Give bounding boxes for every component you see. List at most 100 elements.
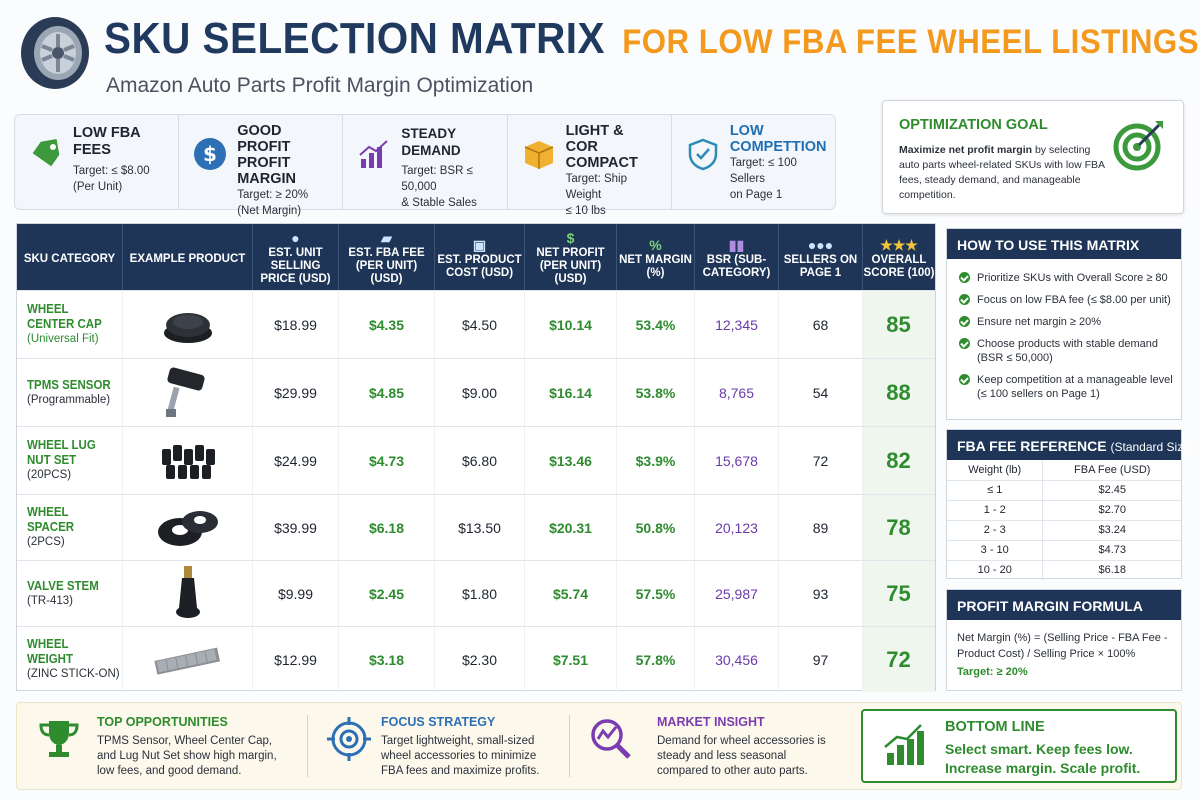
coins-icon: ● <box>291 230 300 246</box>
fee-row: 1 - 2 $2.70 <box>947 499 1181 520</box>
fee-ref-table: Weight (lb) FBA Fee (USD) ≤ 1 $2.45 1 - 2 $… <box>947 460 1181 580</box>
cell-bsr: 30,456 <box>695 627 779 692</box>
dollar-icon: $ <box>566 230 575 246</box>
fee-row: 2 - 3 $3.24 <box>947 519 1181 540</box>
how-to-item: Choose products with stable demand (BSR … <box>955 337 1173 365</box>
kpi-target: Target: ≤ 100 Sellers <box>729 157 797 185</box>
cell-selling-price: $12.99 <box>253 627 339 692</box>
table-row: WHEEL CENTER CAP (Universal Fit) $18.99 $4.… <box>17 290 935 358</box>
table-row: VALVE STEM (TR-413) $9.99 $2.45 $1.80 $5.74 57… <box>17 560 935 626</box>
product-image <box>123 427 253 494</box>
how-to-item: Keep competition at a manageable level (… <box>955 373 1173 401</box>
header-example-product: EXAMPLE PRODUCT <box>123 224 253 290</box>
section-body: TPMS Sensor, Wheel Center Cap, and Lug N… <box>97 735 277 777</box>
cell-overall-score: 82 <box>863 427 935 494</box>
cell-net-profit: $16.14 <box>525 359 617 426</box>
kpi-good-profit: $ GOOD PROFIT PROFIT MARGIN Target: ≥ 20… <box>179 115 344 217</box>
bottom-line-title: BOTTOM LINE <box>945 719 1045 735</box>
fba-fee-reference-panel: FBA FEE REFERENCE (Standard Size) Weight… <box>946 429 1194 580</box>
bar-chart-icon <box>359 140 389 168</box>
cell-fba-fee: $4.35 <box>339 291 435 358</box>
cell-fba-fee: $4.73 <box>339 427 435 494</box>
sku-subtitle: (TR-413) <box>27 594 74 607</box>
cell-net-margin: 50.8% <box>617 495 695 560</box>
cell-net-margin: $3.9% <box>617 427 695 494</box>
cell-bsr: 12,345 <box>695 291 779 358</box>
how-to-item: Prioritize SKUs with Overall Score ≥ 80 <box>955 271 1173 285</box>
title-main: SKU SELECTION MATRIX <box>104 14 605 63</box>
sku-name: VALVE STEM <box>27 578 99 593</box>
optimization-goal-card: OPTIMIZATION GOAL Maximize net profit ma… <box>882 100 1184 214</box>
cell-product-cost: $6.80 <box>435 427 525 494</box>
kpi-title: LIGHT & COR COMPACT <box>565 123 638 171</box>
kpi-title: LOW COMPETTION <box>729 123 827 155</box>
header-bsr: ▮▮ BSR (SUB-CATEGORY) <box>695 224 779 290</box>
section-title: MARKET INSIGHT <box>657 715 765 729</box>
growth-chart-icon <box>884 724 924 765</box>
goal-text: by selecting auto parts wheel-related SK… <box>899 144 1105 201</box>
product-image <box>123 627 253 692</box>
cell-bsr: 20,123 <box>695 495 779 560</box>
cell-product-cost: $9.00 <box>435 359 525 426</box>
fee-row: ≤ 1 $2.45 <box>947 479 1181 500</box>
section-title: TOP OPPORTUNITIES <box>97 715 228 729</box>
cell-product-cost: $2.30 <box>435 627 525 692</box>
fee-col-fee: FBA Fee (USD) <box>1074 463 1151 476</box>
target-icon <box>1113 121 1163 171</box>
kpi-title: LOW FBA FEES <box>73 125 141 158</box>
center-cap-image <box>163 312 212 343</box>
sku-name: WHEEL CENTER CAP <box>27 302 102 331</box>
how-to-title: HOW TO USE THIS MATRIX <box>947 229 1181 259</box>
cell-sellers: 97 <box>779 627 863 692</box>
cell-net-profit: $7.51 <box>525 627 617 692</box>
cell-product-cost: $13.50 <box>435 495 525 560</box>
cell-overall-score: 78 <box>863 495 935 560</box>
header-selling-price: ● EST. UNIT SELLING PRICE (USD) <box>253 224 339 290</box>
how-to-item: Focus on low FBA fee (≤ $8.00 per unit) <box>955 293 1173 307</box>
section-body: Demand for wheel accessories is steady a… <box>657 735 826 777</box>
people-icon: ●●● <box>807 236 834 253</box>
cell-product-cost: $4.50 <box>435 291 525 358</box>
table-row: WHEEL LUG NUT SET (20PCS) $24.99 $4.73 $6.80… <box>17 426 935 494</box>
target-icon <box>327 717 371 761</box>
sku-matrix-table: SKU CATEGORY EXAMPLE PRODUCT ● EST. UNIT … <box>16 223 936 692</box>
header-net-profit: $ NET PROFIT (PER UNIT) (USD) <box>525 224 617 290</box>
profit-margin-formula-panel: PROFIT MARGIN FORMULA Net Margin (%) = (… <box>946 589 1182 691</box>
fee-col-weight: Weight (lb) <box>947 460 1044 480</box>
kpi-steady-demand: STEADY DEMAND Target: BSR ≤ 50,000 & Sta… <box>343 115 508 209</box>
kpi-note: on Page 1 <box>729 189 783 201</box>
formula-body: Net Margin (%) = (Selling Price - FBA Fe… <box>957 632 1168 660</box>
formula-title: PROFIT MARGIN FORMULA <box>947 590 1181 620</box>
cell-fba-fee: $2.45 <box>339 561 435 626</box>
product-image <box>123 291 253 358</box>
cell-sellers: 93 <box>779 561 863 626</box>
sku-name: TPMS SENSOR <box>27 377 111 392</box>
goal-title: OPTIMIZATION GOAL <box>899 117 1048 133</box>
cell-sku-category: WHEEL SPACER (2PCS) <box>17 495 123 560</box>
cell-net-profit: $20.31 <box>525 495 617 560</box>
percent-icon: % <box>649 236 662 253</box>
kpi-title: STEADY DEMAND <box>401 126 461 158</box>
product-image <box>123 495 253 560</box>
goal-lead: Maximize net profit margin <box>899 144 1033 156</box>
cell-overall-score: 85 <box>863 291 935 358</box>
kpi-target: Target: ≥ 20% <box>237 189 309 201</box>
header-sku-category: SKU CATEGORY <box>17 224 123 290</box>
cell-net-margin: 53.8% <box>617 359 695 426</box>
how-to-list: Prioritize SKUs with Overall Score ≥ 80 … <box>947 259 1181 405</box>
kpi-low-competition: LOW COMPETTION Target: ≤ 100 Sellers on … <box>672 115 835 209</box>
cell-overall-score: 75 <box>863 561 935 626</box>
header-product-cost: ▣ EST. PRODUCT COST (USD) <box>435 224 525 290</box>
lug-nuts-image <box>161 444 215 479</box>
sku-name: WHEEL WEIGHT <box>27 637 73 666</box>
table-row: TPMS SENSOR (Programmable) $29.99 $4.85 $9.0… <box>17 358 935 426</box>
title-accent: FOR LOW FBA FEE WHEEL LISTINGS <box>622 23 1200 61</box>
kpi-note: & Stable Sales <box>401 197 477 209</box>
fee-row: 3 - 10 $4.73 <box>947 539 1181 560</box>
cell-overall-score: 72 <box>863 627 935 692</box>
cell-selling-price: $9.99 <box>253 561 339 626</box>
cell-sellers: 54 <box>779 359 863 426</box>
table-row: WHEEL SPACER (2PCS) $39.99 $6.18 $13.50 $20.3… <box>17 494 935 560</box>
product-image <box>123 359 253 426</box>
sku-subtitle: (ZINC STICK-ON) <box>27 668 120 680</box>
